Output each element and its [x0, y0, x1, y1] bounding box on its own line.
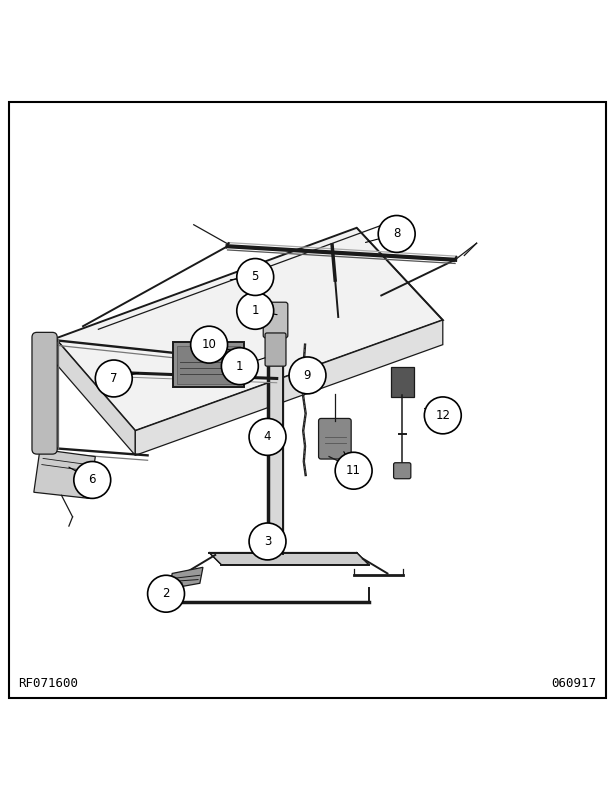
Polygon shape	[34, 450, 95, 498]
Circle shape	[221, 348, 258, 385]
Text: 6: 6	[89, 474, 96, 486]
Text: 1: 1	[236, 360, 244, 373]
FancyBboxPatch shape	[265, 333, 286, 366]
FancyBboxPatch shape	[177, 346, 240, 384]
Text: RF071600: RF071600	[18, 678, 79, 690]
Circle shape	[95, 360, 132, 397]
FancyBboxPatch shape	[391, 367, 414, 397]
Circle shape	[289, 357, 326, 394]
FancyBboxPatch shape	[394, 462, 411, 478]
Circle shape	[249, 523, 286, 560]
Circle shape	[424, 397, 461, 434]
Text: 4: 4	[264, 430, 271, 443]
Circle shape	[335, 452, 372, 489]
Polygon shape	[135, 320, 443, 455]
Circle shape	[191, 326, 228, 363]
Text: 3: 3	[264, 535, 271, 548]
FancyBboxPatch shape	[173, 342, 244, 387]
FancyBboxPatch shape	[263, 302, 288, 338]
Text: 9: 9	[304, 369, 311, 382]
FancyBboxPatch shape	[319, 418, 351, 459]
Circle shape	[249, 418, 286, 455]
Bar	[268, 314, 283, 554]
Polygon shape	[169, 567, 203, 589]
FancyBboxPatch shape	[32, 332, 57, 454]
Text: 7: 7	[110, 372, 117, 385]
Polygon shape	[55, 338, 135, 455]
Text: 2: 2	[162, 587, 170, 600]
Circle shape	[378, 215, 415, 253]
Circle shape	[74, 462, 111, 498]
Circle shape	[237, 292, 274, 330]
Text: 8: 8	[393, 227, 400, 241]
Polygon shape	[55, 228, 443, 430]
Text: 11: 11	[346, 464, 361, 478]
Circle shape	[148, 575, 184, 612]
Text: 12: 12	[435, 409, 450, 422]
Circle shape	[237, 258, 274, 295]
Text: 1: 1	[252, 304, 259, 318]
Text: 060917: 060917	[552, 678, 597, 690]
Polygon shape	[209, 553, 369, 565]
Text: 10: 10	[202, 338, 216, 351]
Text: 5: 5	[252, 270, 259, 283]
